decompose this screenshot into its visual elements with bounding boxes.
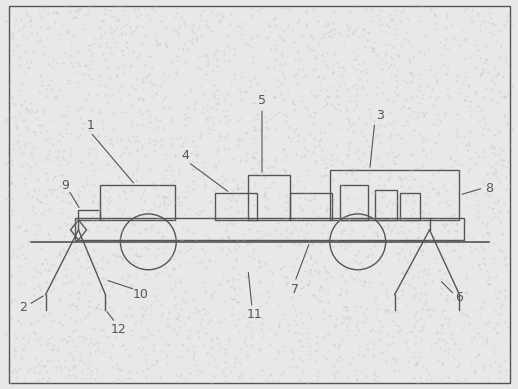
Text: 10: 10 bbox=[133, 288, 148, 301]
Bar bbox=[399, 193, 420, 220]
Text: 3: 3 bbox=[376, 109, 384, 122]
Bar bbox=[76, 218, 465, 240]
Text: 6: 6 bbox=[455, 291, 464, 304]
Bar bbox=[330, 170, 459, 220]
Text: 2: 2 bbox=[19, 301, 26, 314]
Text: 1: 1 bbox=[87, 119, 94, 132]
Bar bbox=[290, 193, 332, 220]
Bar bbox=[215, 193, 257, 220]
Bar bbox=[375, 190, 397, 220]
Text: 12: 12 bbox=[110, 323, 126, 336]
Text: 5: 5 bbox=[258, 94, 266, 107]
Text: 7: 7 bbox=[291, 283, 299, 296]
Text: 9: 9 bbox=[62, 179, 69, 191]
Text: 8: 8 bbox=[485, 182, 493, 194]
Bar bbox=[248, 175, 290, 220]
Bar bbox=[79, 210, 100, 220]
Bar bbox=[340, 185, 368, 220]
Bar bbox=[100, 185, 175, 220]
Text: 4: 4 bbox=[181, 149, 189, 162]
Text: 11: 11 bbox=[247, 308, 263, 321]
